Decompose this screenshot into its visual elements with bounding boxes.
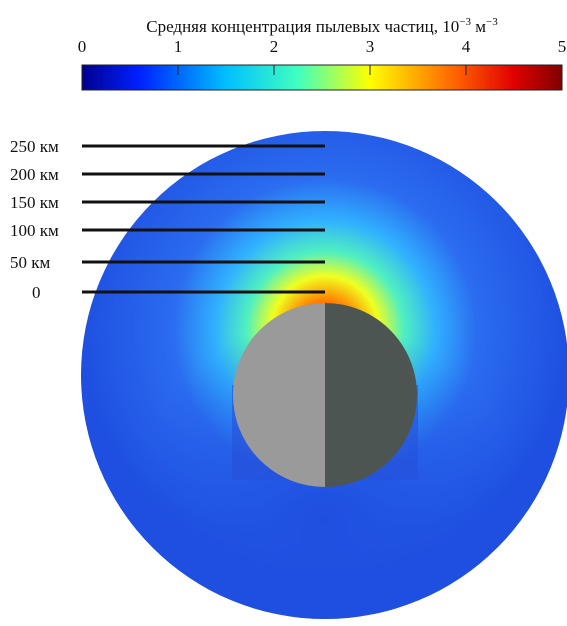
figure: Средняя концентрация пылевых частиц, 10−… — [0, 0, 567, 621]
colorbar-title: Средняя концентрация пылевых частиц, 10−… — [146, 16, 498, 36]
colorbar-tick-label: 4 — [462, 37, 471, 56]
altitude-label: 100 км — [10, 221, 59, 240]
colorbar-tick-label: 5 — [558, 37, 567, 56]
title-exponent: −3 — [486, 16, 498, 28]
title-text: Средняя концентрация пылевых частиц, 10 — [146, 17, 459, 36]
altitude-label: 200 км — [10, 165, 59, 184]
colorbar-gradient — [82, 65, 562, 90]
title-exponent: −3 — [459, 16, 471, 28]
colorbar-tick-label: 1 — [174, 37, 183, 56]
colorbar-tick-label: 3 — [366, 37, 375, 56]
altitude-label: 150 км — [10, 193, 59, 212]
colorbar: Средняя концентрация пылевых частиц, 10−… — [78, 16, 567, 90]
altitude-label: 50 км — [10, 253, 51, 272]
altitude-label: 0 — [32, 283, 41, 302]
altitude-label: 250 км — [10, 137, 59, 156]
title-unit: м — [471, 17, 486, 36]
colorbar-tick-label: 0 — [78, 37, 87, 56]
colorbar-tick-label: 2 — [270, 37, 279, 56]
